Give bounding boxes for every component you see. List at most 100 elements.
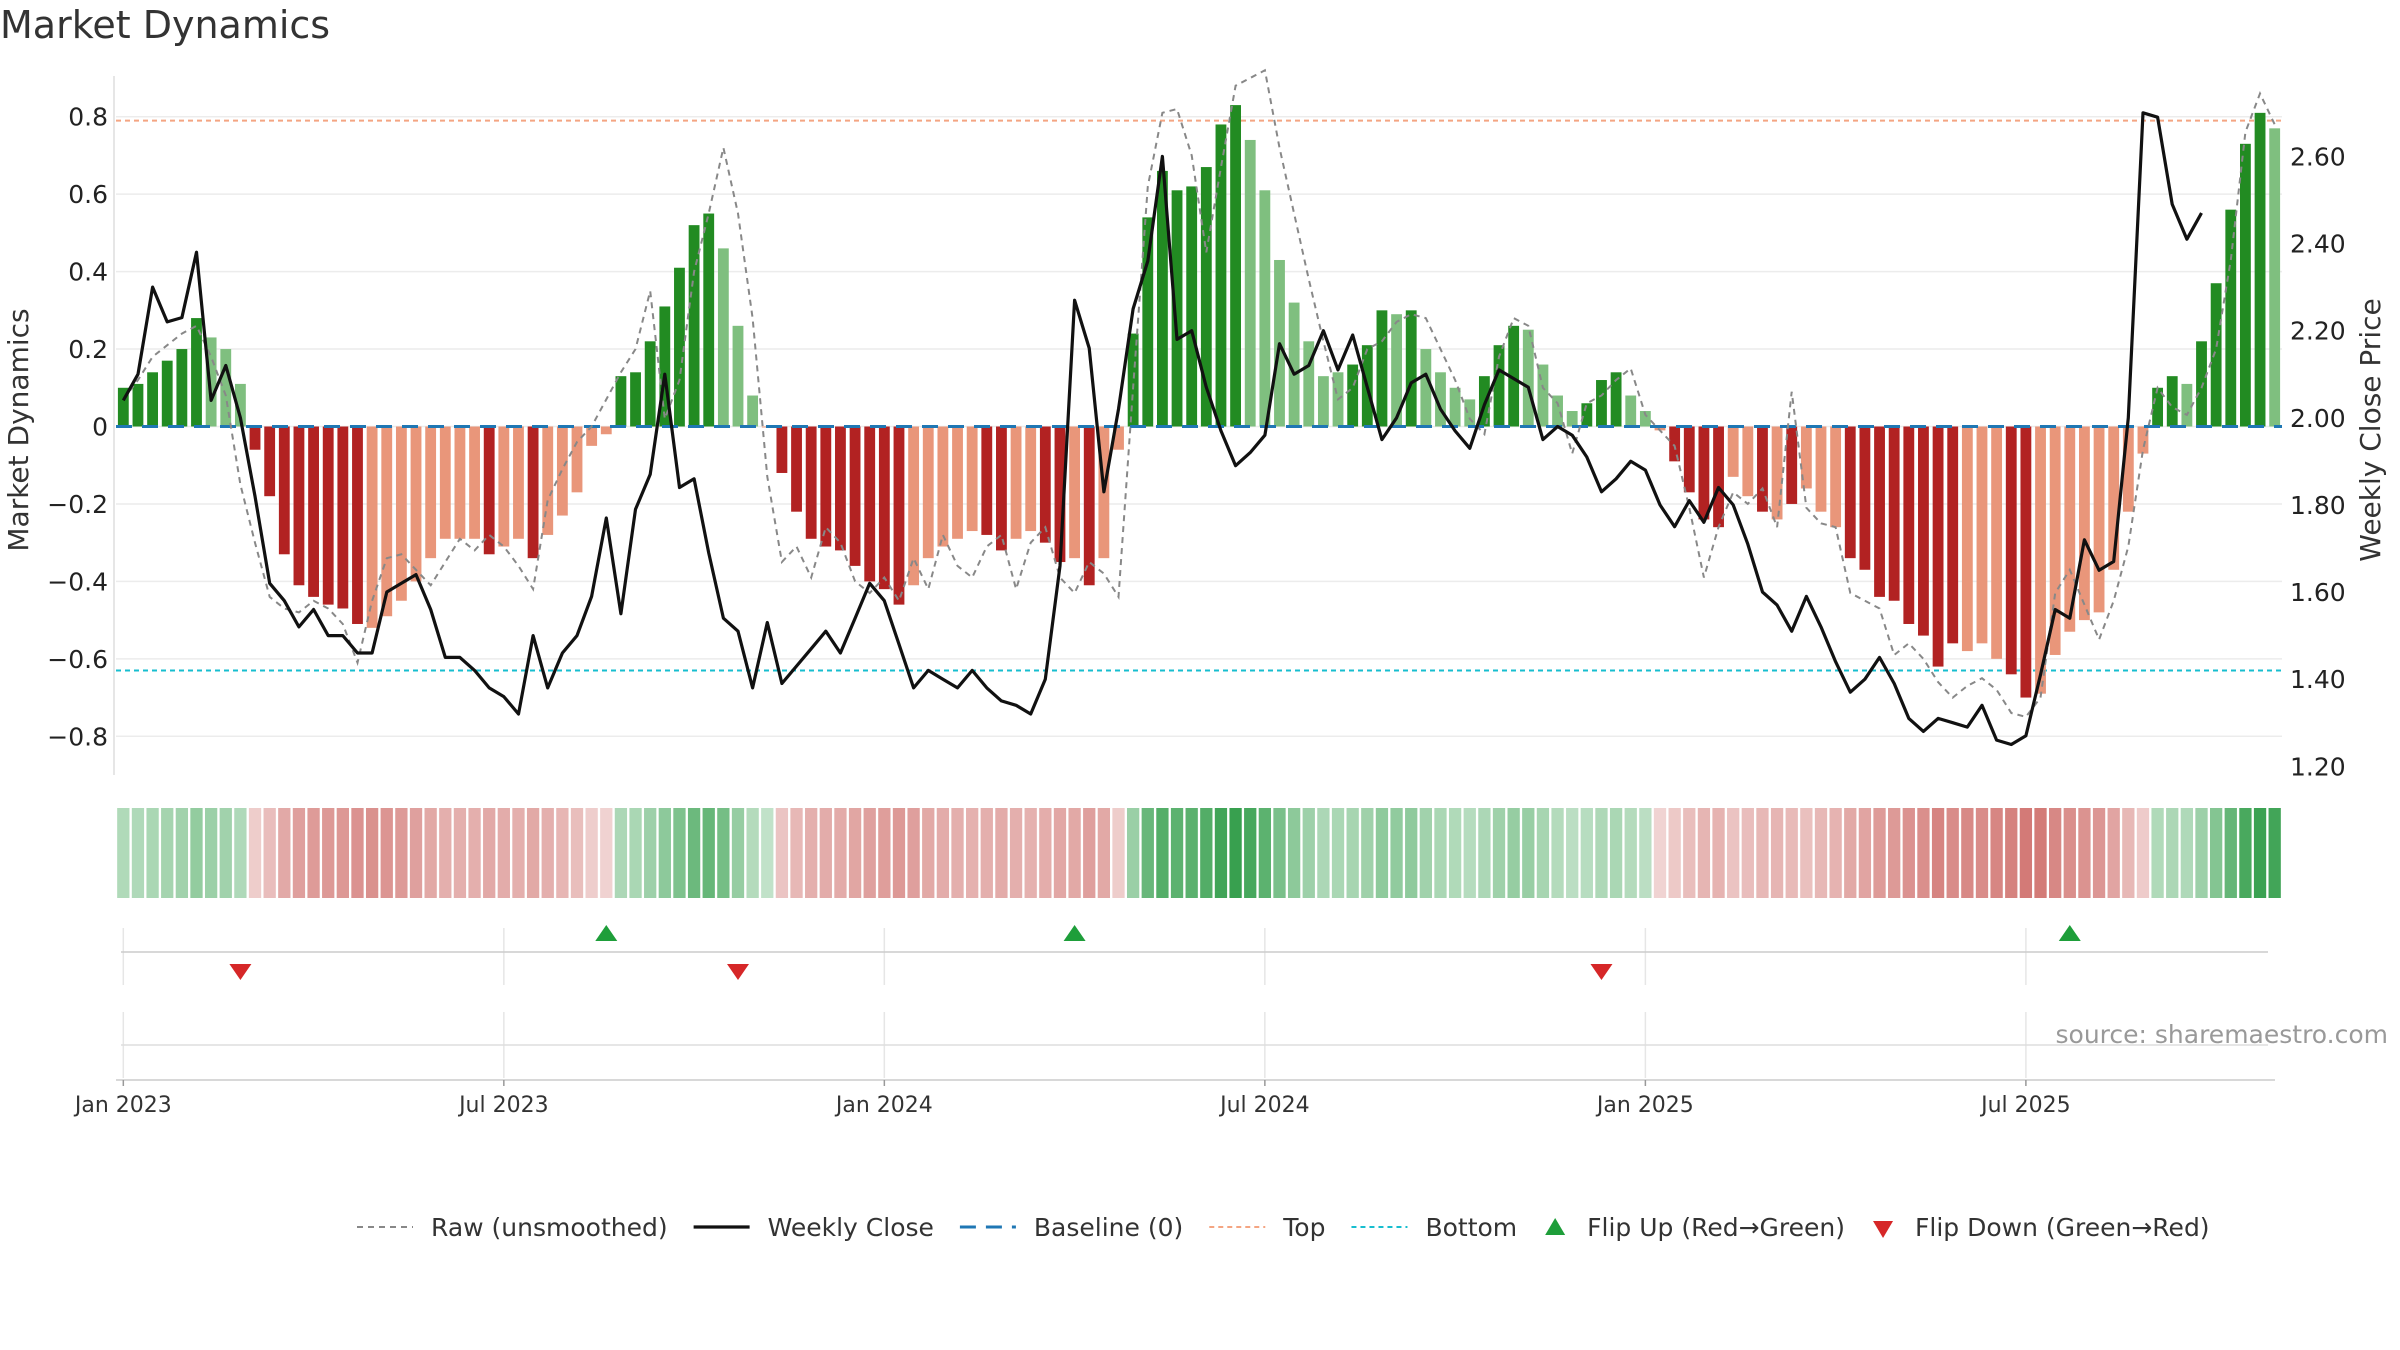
dynamics-bar (1215, 124, 1227, 427)
heat-strip-cell (1829, 808, 1842, 898)
heat-strip-cell (2063, 808, 2076, 898)
legend-entry: Flip Up (Red→Green) (1545, 1213, 1845, 1242)
dynamics-bar (1552, 395, 1563, 427)
heat-strip-cell (2019, 808, 2033, 898)
heat-strip-cell (1566, 808, 1579, 898)
dynamics-bar (191, 318, 202, 427)
dynamics-bar (439, 426, 451, 539)
dynamics-bar (176, 349, 188, 427)
heat-strip-cell (1083, 808, 1096, 898)
heat-strip-cell (658, 808, 671, 898)
dynamics-bar (2122, 426, 2134, 512)
dynamics-bar (366, 426, 378, 628)
legend: Raw (unsmoothed) Weekly Close Baseline (0)… (357, 1213, 2210, 1242)
dynamics-bar (688, 225, 700, 427)
heat-strip-cell (1302, 808, 1315, 898)
dynamics-bar (2239, 143, 2251, 427)
dynamics-bar (1639, 411, 1651, 427)
dynamics-bar (425, 426, 437, 559)
dynamics-bar (161, 360, 173, 427)
flip-down-marker (1590, 964, 1613, 980)
dynamics-bar (1186, 186, 1198, 427)
heat-strip-cell (1712, 808, 1725, 898)
dynamics-bar (1903, 426, 1915, 624)
dynamics-bar (2166, 376, 2178, 427)
dynamics-bar (615, 376, 627, 427)
dynamics-bar (1918, 426, 1929, 636)
dynamics-bar (849, 426, 861, 566)
legend-entry: Flip Down (Green→Red) (1873, 1213, 2210, 1242)
heat-strip-cell (819, 808, 832, 898)
dynamics-bar (454, 426, 466, 539)
dynamics-bar (1859, 426, 1871, 570)
heat-strip-cell (761, 808, 774, 898)
heat-strip-cell (834, 808, 847, 898)
heat-strip-cell (1975, 808, 1989, 898)
dynamics-bar (1932, 426, 1944, 667)
dynamics-bar (1522, 329, 1534, 427)
heat-strip-cell (1639, 808, 1652, 898)
heat-strip-cell (1858, 808, 1872, 898)
dynamics-bar (1171, 190, 1183, 427)
legend-entry: Top (1209, 1213, 1325, 1242)
heat-strip-cell (702, 808, 715, 898)
dynamics-bar (1010, 426, 1022, 539)
dynamics-bar (1976, 426, 1988, 644)
heat-strip-cell (292, 808, 306, 898)
heat-strip-cell (936, 808, 950, 898)
heat-strip-cell (1551, 808, 1564, 898)
heat-strip-cell (2005, 808, 2018, 898)
dynamics-bar (2108, 426, 2120, 570)
legend-entry: Weekly Close (693, 1213, 934, 1242)
x-tick-label: Jul 2025 (1979, 1093, 2071, 1118)
heat-strip-cell (1097, 808, 1111, 898)
y-tick-label: 0 (92, 413, 108, 442)
heat-strip-cell (1419, 808, 1432, 898)
heat-strip-cell (439, 808, 452, 898)
heat-strip-cell (1609, 808, 1623, 898)
dynamics-bar (586, 426, 598, 446)
y-tick-label: 0.8 (68, 103, 108, 132)
heat-strip-cell (1317, 808, 1330, 898)
heat-strip-cell (2049, 808, 2062, 898)
dynamics-bar (1874, 426, 1885, 597)
heat-strip-cell (717, 808, 730, 898)
dynamics-bar (1420, 349, 1432, 427)
heat-strip-cell (687, 808, 701, 898)
dynamics-bar (1464, 399, 1476, 427)
heat-strip-cell (1170, 808, 1184, 898)
legend-entry: Bottom (1351, 1213, 1517, 1242)
dynamics-bar (1069, 426, 1081, 559)
heat-strip-cell (1463, 808, 1476, 898)
heat-strip-cell (2151, 808, 2164, 898)
heat-strip-cell (2224, 808, 2237, 898)
heat-strip-cell (1200, 808, 1213, 898)
y-tick-label: −0.4 (47, 567, 108, 596)
heat-strip-cell (848, 808, 862, 898)
heat-strip-cell (2136, 808, 2150, 898)
heat-strip-cell (351, 808, 364, 898)
flip-down-marker (726, 964, 749, 980)
time-axis: Jan 2023 Jul 2023 Jan 2024 Jul 2024 Jan 2025… (73, 1044, 2275, 1118)
dynamics-bar (1025, 426, 1037, 532)
weekly-close-line (121, 111, 2203, 747)
heat-strip-cell (1683, 808, 1696, 898)
heat-strip-cell (336, 808, 349, 898)
heat-strip-cell (775, 808, 789, 898)
source-label: source: sharemaestro.com (2056, 1020, 2389, 1049)
dynamics-bar (571, 426, 583, 493)
dynamics-bar (1669, 426, 1681, 462)
x-tick-label: Jul 2024 (1218, 1093, 1310, 1118)
heat-strip-cell (1931, 808, 1945, 898)
heat-strip-cell (1346, 808, 1359, 898)
heat-strip-cell (966, 808, 979, 898)
heat-strip-cell (1697, 808, 1711, 898)
heat-strip-cell (219, 808, 232, 898)
dynamics-bar (1039, 426, 1051, 543)
dynamics-bar (805, 426, 817, 539)
heat-strip-cell (1888, 808, 1901, 898)
dynamics-bar (2064, 426, 2076, 632)
dynamics-bar (2137, 426, 2149, 454)
y2-axis-label: Weekly Close Price (2354, 298, 2387, 561)
heat-strip-cell (204, 808, 218, 898)
